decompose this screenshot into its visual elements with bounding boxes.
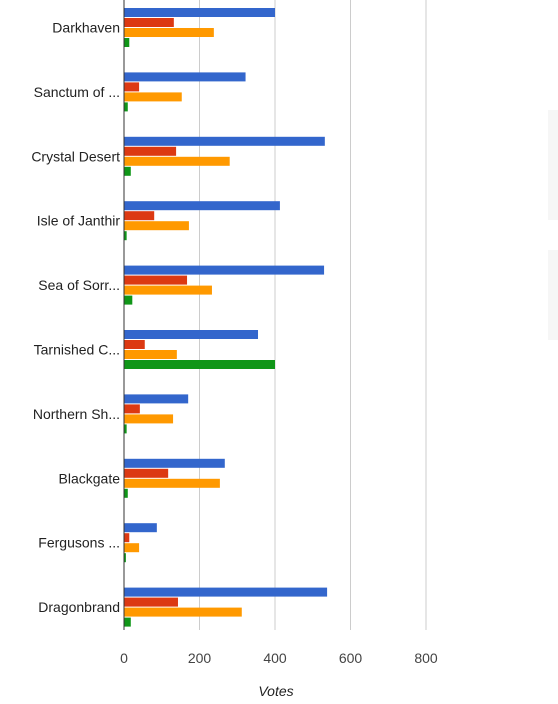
bar[interactable] bbox=[124, 166, 131, 176]
category-label: Dragonbrand bbox=[38, 599, 120, 615]
category-label: Darkhaven bbox=[52, 20, 120, 36]
bar[interactable] bbox=[124, 617, 131, 627]
category-label: Tarnished C... bbox=[34, 342, 120, 358]
bar[interactable] bbox=[124, 597, 178, 607]
bar[interactable] bbox=[124, 607, 242, 617]
scroll-edge bbox=[548, 250, 558, 340]
bar[interactable] bbox=[124, 394, 189, 404]
bars bbox=[124, 8, 328, 627]
bar[interactable] bbox=[124, 275, 188, 285]
bar[interactable] bbox=[124, 28, 214, 37]
bar[interactable] bbox=[124, 285, 212, 295]
bar[interactable] bbox=[124, 92, 182, 102]
bar[interactable] bbox=[124, 478, 220, 488]
bar[interactable] bbox=[124, 360, 275, 369]
bar[interactable] bbox=[124, 533, 130, 543]
bar[interactable] bbox=[124, 553, 126, 563]
x-tick-label: 600 bbox=[339, 650, 363, 666]
x-tick-labels: 0 200 400 600 800 bbox=[120, 650, 438, 666]
bar[interactable] bbox=[124, 340, 145, 349]
bar[interactable] bbox=[124, 201, 280, 211]
x-tick-label: 200 bbox=[188, 650, 212, 666]
bar[interactable] bbox=[124, 488, 128, 498]
bar[interactable] bbox=[124, 102, 128, 112]
bar[interactable] bbox=[124, 414, 174, 424]
gridlines bbox=[199, 0, 427, 630]
bar[interactable] bbox=[124, 136, 325, 146]
bar[interactable] bbox=[124, 523, 157, 533]
bar[interactable] bbox=[124, 221, 189, 231]
x-tick-label: 400 bbox=[263, 650, 287, 666]
bar[interactable] bbox=[124, 211, 155, 221]
bar[interactable] bbox=[124, 265, 325, 275]
x-tick-label: 0 bbox=[120, 650, 128, 666]
bar[interactable] bbox=[124, 330, 259, 339]
bar[interactable] bbox=[124, 72, 246, 82]
bar[interactable] bbox=[124, 424, 127, 434]
category-label: Blackgate bbox=[59, 470, 121, 486]
category-label: Northern Sh... bbox=[33, 406, 120, 422]
bar[interactable] bbox=[124, 18, 174, 27]
bar[interactable] bbox=[124, 350, 177, 359]
bar[interactable] bbox=[124, 146, 177, 156]
category-label: Isle of Janthir bbox=[37, 213, 121, 229]
bar[interactable] bbox=[124, 231, 127, 241]
bar[interactable] bbox=[124, 458, 225, 468]
category-label: Sanctum of ... bbox=[34, 84, 120, 100]
bar[interactable] bbox=[124, 8, 275, 17]
category-labels: Darkhaven Sanctum of ... Crystal Desert Isl… bbox=[31, 20, 120, 616]
bar[interactable] bbox=[124, 156, 230, 166]
x-axis-title: Votes bbox=[258, 683, 293, 699]
x-tick-label: 800 bbox=[414, 650, 438, 666]
bar[interactable] bbox=[124, 543, 140, 553]
category-label: Fergusons ... bbox=[38, 535, 120, 551]
bar[interactable] bbox=[124, 404, 140, 414]
category-label: Crystal Desert bbox=[31, 148, 120, 164]
scroll-edge bbox=[548, 110, 558, 220]
category-label: Sea of Sorr... bbox=[38, 277, 120, 293]
bar[interactable] bbox=[124, 295, 133, 305]
bar[interactable] bbox=[124, 468, 169, 478]
bar[interactable] bbox=[124, 38, 130, 47]
bar[interactable] bbox=[124, 82, 140, 92]
bar[interactable] bbox=[124, 587, 328, 597]
